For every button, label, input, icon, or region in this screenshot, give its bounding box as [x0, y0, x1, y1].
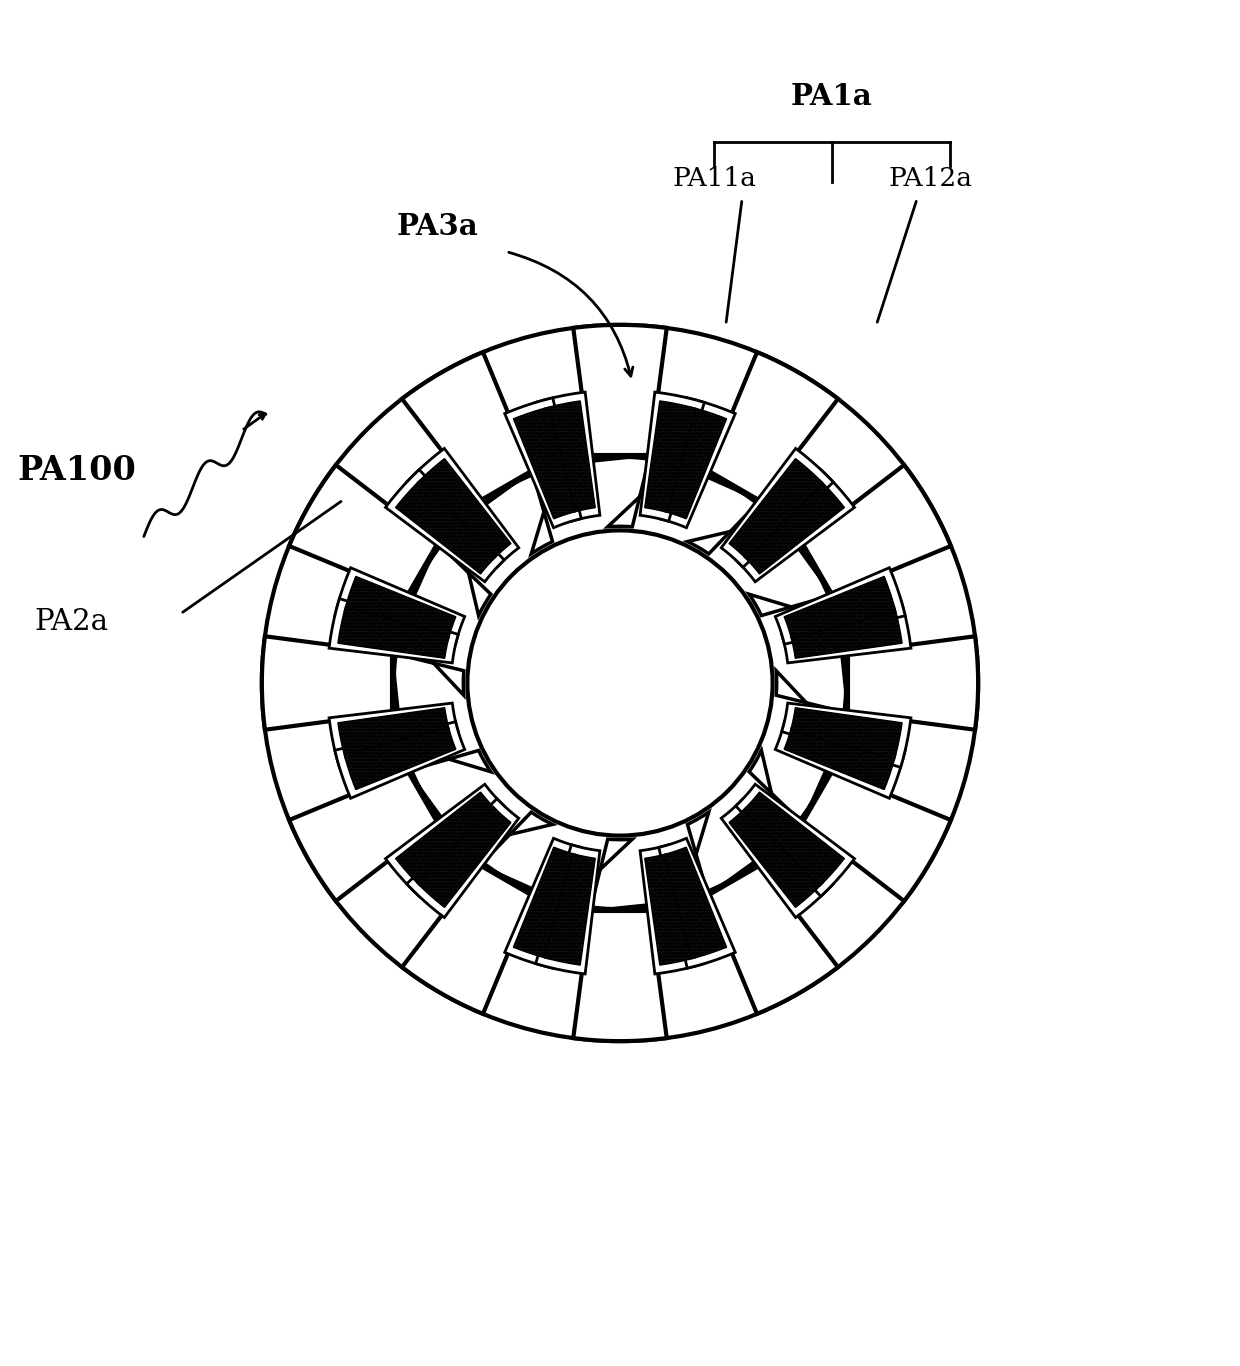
Polygon shape: [396, 479, 496, 574]
Polygon shape: [386, 784, 505, 896]
Polygon shape: [682, 813, 777, 900]
Polygon shape: [784, 727, 895, 790]
Polygon shape: [536, 392, 600, 522]
Polygon shape: [392, 628, 464, 738]
Polygon shape: [386, 470, 505, 582]
Polygon shape: [513, 847, 575, 959]
Polygon shape: [744, 792, 844, 887]
Polygon shape: [289, 770, 438, 902]
Polygon shape: [403, 746, 491, 840]
Polygon shape: [403, 526, 491, 620]
Polygon shape: [749, 746, 837, 840]
Polygon shape: [402, 866, 532, 1014]
Polygon shape: [565, 839, 675, 911]
Polygon shape: [335, 721, 465, 798]
Text: PA2a: PA2a: [33, 608, 108, 637]
Polygon shape: [682, 466, 777, 553]
Polygon shape: [329, 598, 459, 663]
Polygon shape: [463, 466, 558, 553]
Polygon shape: [335, 568, 465, 645]
Text: PA3a: PA3a: [396, 212, 477, 242]
Polygon shape: [735, 784, 854, 896]
Polygon shape: [802, 770, 951, 902]
Polygon shape: [543, 854, 595, 966]
Polygon shape: [505, 839, 582, 968]
Circle shape: [467, 530, 773, 836]
Polygon shape: [735, 470, 854, 582]
Polygon shape: [775, 568, 905, 645]
Polygon shape: [708, 352, 838, 500]
Polygon shape: [513, 407, 575, 519]
Polygon shape: [407, 799, 518, 918]
Polygon shape: [744, 479, 844, 574]
Polygon shape: [665, 847, 727, 959]
Polygon shape: [543, 400, 595, 512]
Polygon shape: [505, 398, 582, 527]
Polygon shape: [729, 807, 823, 907]
Polygon shape: [396, 792, 496, 887]
Polygon shape: [791, 607, 901, 658]
Polygon shape: [345, 576, 456, 639]
Polygon shape: [339, 607, 449, 658]
Polygon shape: [463, 813, 558, 900]
Polygon shape: [791, 708, 901, 759]
Polygon shape: [573, 911, 667, 1041]
Polygon shape: [722, 448, 833, 567]
Text: PA1a: PA1a: [791, 82, 873, 111]
Polygon shape: [776, 628, 848, 738]
Polygon shape: [775, 721, 905, 798]
Text: PA12a: PA12a: [889, 167, 972, 191]
Polygon shape: [329, 703, 459, 768]
Polygon shape: [640, 392, 704, 522]
Polygon shape: [749, 526, 837, 620]
Polygon shape: [645, 854, 697, 966]
Polygon shape: [781, 598, 911, 663]
Polygon shape: [729, 459, 823, 559]
Text: PA100: PA100: [17, 454, 136, 486]
Polygon shape: [417, 807, 511, 907]
Polygon shape: [402, 352, 532, 500]
Polygon shape: [665, 407, 727, 519]
Polygon shape: [708, 866, 838, 1014]
Polygon shape: [345, 727, 456, 790]
Polygon shape: [417, 459, 511, 559]
Polygon shape: [784, 576, 895, 639]
Polygon shape: [339, 708, 449, 759]
Circle shape: [262, 325, 978, 1041]
Polygon shape: [640, 844, 704, 974]
Polygon shape: [536, 844, 600, 974]
Polygon shape: [802, 464, 951, 596]
Polygon shape: [658, 398, 735, 527]
Polygon shape: [848, 637, 978, 729]
Polygon shape: [658, 839, 735, 968]
Polygon shape: [289, 464, 438, 596]
Polygon shape: [722, 799, 833, 918]
Polygon shape: [645, 400, 697, 512]
Polygon shape: [781, 703, 911, 768]
Polygon shape: [407, 448, 518, 567]
FancyArrowPatch shape: [508, 253, 632, 376]
Polygon shape: [573, 325, 667, 455]
Polygon shape: [565, 455, 675, 527]
Polygon shape: [262, 637, 392, 729]
Text: PA11a: PA11a: [673, 167, 756, 191]
